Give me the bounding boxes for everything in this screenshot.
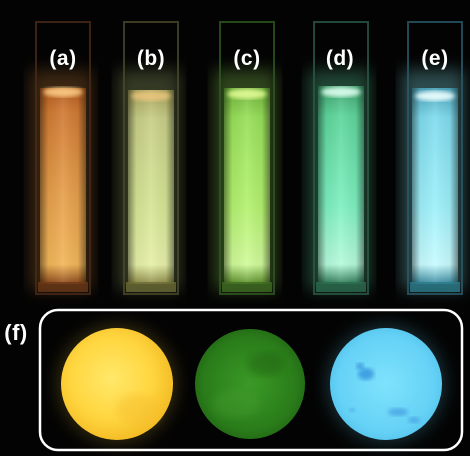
panel-f-frame (38, 308, 464, 452)
green-disc (195, 329, 305, 439)
cuvette-d-label: (d) (325, 47, 355, 70)
panel-f-label: (f) (4, 320, 28, 345)
cuvette-b-label: (b) (136, 47, 166, 70)
cuvette-e (402, 21, 464, 295)
blue-disc (326, 324, 446, 444)
cuvette-c (214, 21, 276, 295)
yellow-disc (57, 324, 177, 444)
cuvette-b (118, 21, 180, 295)
cuvette-e-label: (e) (421, 47, 449, 70)
cuvette-d (308, 21, 370, 295)
cuvette-c-label: (c) (233, 47, 261, 70)
cuvette-a-label: (a) (49, 47, 77, 70)
cuvette-a (30, 21, 92, 295)
